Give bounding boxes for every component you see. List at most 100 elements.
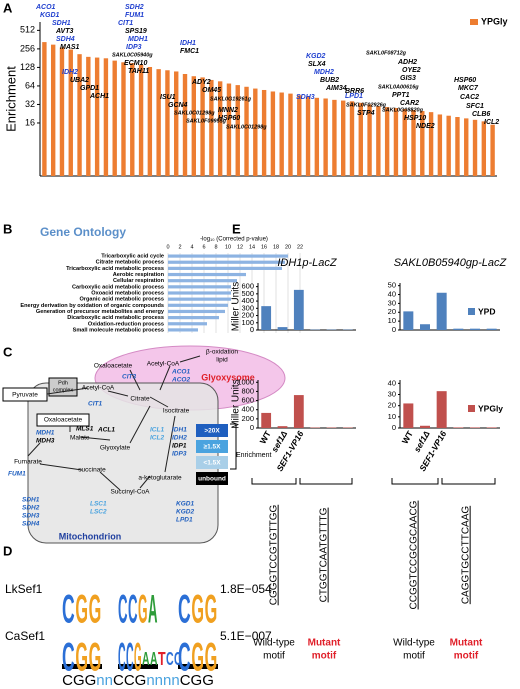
legend-label: ≥1.5X bbox=[204, 444, 222, 451]
bar bbox=[261, 89, 267, 176]
y-tick-label: 300 bbox=[241, 303, 254, 312]
gene: IDH1 bbox=[172, 427, 187, 434]
metabolite: Oxaloacetate bbox=[44, 417, 83, 424]
legend-title: Enrichment bbox=[236, 452, 271, 459]
annotation: OM45 bbox=[202, 87, 221, 94]
gene: ICL1 bbox=[150, 427, 164, 434]
annotation: SDH4 bbox=[56, 36, 75, 43]
bar bbox=[261, 412, 272, 428]
bar bbox=[191, 76, 196, 176]
logo-letter: G bbox=[89, 588, 102, 632]
bar bbox=[147, 66, 153, 176]
annotation: BRR6 bbox=[345, 88, 364, 95]
logo-letter: C bbox=[118, 588, 128, 632]
x-tick-label: 4 bbox=[190, 244, 193, 250]
annotation: SAKL0C05940g bbox=[112, 52, 153, 58]
annotation: ISU1 bbox=[160, 94, 176, 101]
annotation: ACO1 bbox=[35, 4, 56, 11]
annotation: GPD1 bbox=[80, 85, 99, 92]
bar bbox=[453, 427, 464, 428]
annotation: HSP60 bbox=[218, 115, 240, 122]
category-label: Cellular respiration bbox=[113, 278, 165, 284]
node-box bbox=[48, 377, 78, 397]
bar bbox=[341, 100, 346, 176]
y-tick-label: 512 bbox=[20, 25, 35, 35]
annotation: FMC1 bbox=[180, 48, 199, 55]
x-tick-label: WT bbox=[258, 428, 274, 445]
annotation: SAKL0A00616g bbox=[378, 84, 419, 90]
gene: FUM1 bbox=[8, 471, 26, 478]
logo-letter: C bbox=[126, 636, 134, 680]
logo-letter: G bbox=[134, 636, 142, 680]
motif-label: motif bbox=[454, 651, 479, 662]
gene: SDH1 bbox=[22, 497, 40, 504]
annotation: MDH2 bbox=[314, 69, 334, 76]
y-tick-label: 128 bbox=[20, 62, 35, 72]
bar bbox=[277, 426, 288, 428]
e-value: 5.1E−007 bbox=[220, 629, 272, 643]
x-tick-label: WT bbox=[400, 428, 416, 445]
metabolite: Succinyl-CoA bbox=[110, 489, 150, 496]
annotation: UBA2 bbox=[70, 77, 89, 84]
annotation: GIS3 bbox=[400, 75, 416, 82]
annotation: SAKL0C01298g bbox=[174, 110, 215, 116]
logo-letter: T bbox=[158, 649, 166, 669]
annotation: KGD2 bbox=[306, 53, 326, 60]
annotation: STP4 bbox=[357, 110, 375, 117]
annotation: TAH11 bbox=[128, 68, 149, 75]
consensus-part: CGG bbox=[180, 672, 214, 689]
bar bbox=[453, 328, 464, 330]
annotation: GCN4 bbox=[168, 102, 188, 109]
panel-label: D bbox=[3, 543, 12, 558]
bar bbox=[293, 395, 304, 428]
bar bbox=[200, 77, 205, 176]
y-axis-label: Miller Units bbox=[231, 282, 242, 331]
y-tick-label: 0 bbox=[250, 423, 254, 432]
consensus-part: CGG bbox=[62, 672, 96, 689]
motif-label: motif bbox=[263, 651, 285, 662]
y-tick-label: 16 bbox=[25, 117, 35, 127]
bar bbox=[470, 427, 480, 428]
chart-title: Gene Ontology bbox=[40, 225, 126, 239]
bar bbox=[288, 93, 293, 176]
legend-label: >20X bbox=[204, 428, 220, 435]
bar bbox=[261, 306, 272, 330]
gene: ACL1 bbox=[97, 427, 115, 434]
gene: ACO2 bbox=[171, 377, 190, 384]
panel-label: B bbox=[3, 221, 12, 236]
motif-label: Mutant bbox=[450, 638, 483, 649]
bar bbox=[420, 111, 425, 176]
bar bbox=[436, 391, 447, 428]
bar bbox=[411, 110, 416, 176]
pathway-diagram bbox=[2, 345, 286, 544]
metabolite: Isocitrate bbox=[163, 408, 190, 415]
gene: SDH2 bbox=[22, 505, 40, 512]
y-tick-label: 10 bbox=[388, 316, 396, 325]
bar bbox=[168, 272, 246, 277]
motif-bar bbox=[62, 664, 102, 669]
bar bbox=[403, 403, 414, 428]
logo-letter: C bbox=[174, 649, 182, 669]
x-tick-label: 8 bbox=[214, 244, 217, 250]
x-tick-label: 20 bbox=[285, 244, 291, 250]
y-tick-label: 10 bbox=[388, 412, 396, 421]
annotation: SAKL0G08820g bbox=[382, 107, 424, 113]
y-tick-label: 100 bbox=[241, 318, 254, 327]
bar bbox=[420, 425, 430, 428]
y-tick-label: 40 bbox=[388, 290, 396, 299]
bar bbox=[77, 54, 82, 177]
bar bbox=[174, 71, 179, 176]
legend-label: <1.5X bbox=[203, 460, 221, 467]
y-tick-label: 200 bbox=[241, 414, 254, 423]
y-tick-label: 800 bbox=[241, 386, 254, 395]
annotation: MNN2 bbox=[218, 107, 238, 114]
annotation: ICL2 bbox=[484, 119, 499, 126]
bar bbox=[50, 44, 56, 176]
metabolite: Oxaloacetate bbox=[94, 363, 133, 370]
x-tick-label: 18 bbox=[273, 244, 279, 250]
panel-label: E bbox=[232, 221, 241, 236]
y-tick-label: 400 bbox=[241, 296, 254, 305]
bar bbox=[59, 47, 65, 176]
legend-label: YPD bbox=[478, 306, 495, 316]
annotation: IDH2 bbox=[62, 69, 78, 76]
